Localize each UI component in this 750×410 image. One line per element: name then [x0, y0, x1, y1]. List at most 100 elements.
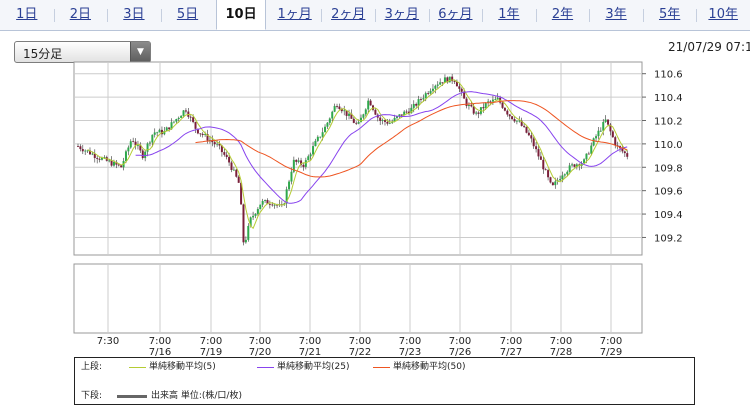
- candle-body: [237, 176, 240, 183]
- tab-1ヶ月[interactable]: 1ヶ月: [268, 0, 322, 30]
- candle-body: [331, 111, 334, 119]
- candle-body: [338, 106, 341, 110]
- candle-body: [268, 203, 271, 205]
- tab-2ヶ月[interactable]: 2ヶ月: [321, 0, 375, 30]
- tab-separator: [696, 9, 698, 22]
- candle-body: [508, 114, 511, 117]
- candle-body: [436, 84, 439, 86]
- candle-body: [134, 141, 137, 146]
- tab-10日[interactable]: 10日: [216, 0, 266, 30]
- candle-body: [206, 134, 209, 141]
- candle-body: [412, 103, 415, 108]
- candle-body: [559, 179, 562, 181]
- tab-2日[interactable]: 2日: [54, 0, 108, 30]
- tab-2年[interactable]: 2年: [536, 0, 590, 30]
- tab-1日[interactable]: 1日: [0, 0, 54, 30]
- candle-body: [271, 204, 274, 206]
- candle-body: [156, 132, 159, 134]
- candle-body: [211, 140, 214, 143]
- candle-body: [549, 177, 552, 183]
- candle-body: [532, 138, 535, 147]
- candle-body: [535, 146, 538, 150]
- candle-body: [523, 125, 526, 127]
- candle-body: [168, 127, 171, 130]
- tab-3ヶ月[interactable]: 3ヶ月: [375, 0, 429, 30]
- x-tick-time: 7:00: [600, 336, 622, 347]
- candle-body: [242, 204, 245, 243]
- candle-body: [266, 200, 269, 204]
- candle-body: [525, 126, 528, 133]
- candle-body: [626, 153, 629, 157]
- candle-body: [470, 104, 473, 107]
- candle-body: [189, 116, 192, 118]
- legend-lower-label: 下段:: [81, 391, 103, 401]
- y-tick-label: 109.6: [654, 187, 683, 198]
- candle-body: [515, 120, 518, 122]
- candle-body: [184, 110, 187, 112]
- tab-label: 2日: [69, 7, 91, 22]
- candle-body: [328, 118, 331, 123]
- candle-body: [590, 145, 593, 154]
- tab-1年[interactable]: 1年: [482, 0, 536, 30]
- candle-body: [192, 117, 195, 123]
- candle-body: [595, 136, 598, 139]
- ma5-line: [87, 79, 628, 230]
- candle-body: [232, 169, 235, 171]
- period-tabs: 1日 2日 3日 5日 10日 1ヶ月 2ヶ月 3ヶ月 6ヶ月 1年 2年 3年 5年 10年: [0, 0, 750, 31]
- candle-body: [196, 128, 199, 134]
- candle-body: [112, 161, 115, 166]
- candle-body: [597, 130, 600, 137]
- candle-body: [319, 136, 322, 138]
- candle-body: [448, 76, 451, 83]
- candle-body: [583, 159, 586, 164]
- candle-body: [503, 107, 506, 111]
- tab-label: 5日: [176, 7, 199, 22]
- candle-body: [348, 113, 351, 116]
- tab-separator: [642, 9, 644, 22]
- candle-body: [218, 143, 221, 146]
- tab-5日[interactable]: 5日: [161, 0, 215, 30]
- ma25-line: [135, 91, 628, 204]
- candle-body: [379, 117, 382, 121]
- x-tick-date: 7/20: [249, 347, 271, 358]
- candle-body: [364, 109, 367, 115]
- tab-3年[interactable]: 3年: [589, 0, 643, 30]
- candle-body: [132, 141, 135, 143]
- candle-body: [407, 111, 410, 114]
- candle-body: [172, 121, 175, 123]
- candle-body: [110, 160, 113, 166]
- candle-body: [297, 160, 300, 162]
- tab-6ヶ月[interactable]: 6ヶ月: [429, 0, 483, 30]
- candle-body: [455, 81, 458, 87]
- candle-body: [573, 164, 576, 167]
- x-tick-time: 7:00: [249, 336, 271, 347]
- tab-label: 6ヶ月: [438, 7, 473, 22]
- candle-body: [554, 181, 557, 186]
- tab-5年[interactable]: 5年: [643, 0, 697, 30]
- candle-body: [350, 113, 353, 119]
- triangle-down-icon[interactable]: ▼: [130, 42, 150, 62]
- tab-3日[interactable]: 3日: [107, 0, 161, 30]
- candle-body: [312, 146, 315, 155]
- candle-body: [422, 98, 425, 100]
- interval-select-value: 15分足: [23, 47, 63, 61]
- interval-select[interactable]: 15分足 ▼: [14, 41, 151, 63]
- y-tick-label: 110.2: [654, 116, 683, 127]
- x-tick-date: 7/27: [500, 347, 522, 358]
- candle-body: [501, 102, 504, 108]
- y-tick-label: 110.0: [654, 140, 683, 151]
- candle-body: [511, 116, 514, 120]
- y-tick-label: 109.8: [654, 163, 683, 174]
- candle-body: [288, 181, 291, 190]
- price-panel: [73, 61, 643, 256]
- candle-body: [431, 88, 434, 91]
- tab-separator: [160, 9, 162, 22]
- x-tick-date: 7/26: [449, 347, 471, 358]
- x-tick-time: 7:00: [200, 336, 222, 347]
- candle-body: [537, 149, 540, 157]
- tab-10年[interactable]: 10年: [696, 0, 750, 30]
- candle-body: [446, 77, 449, 83]
- tab-separator: [428, 9, 430, 22]
- candle-body: [398, 114, 401, 117]
- legend-ma50: 単純移動平均(50): [393, 362, 466, 372]
